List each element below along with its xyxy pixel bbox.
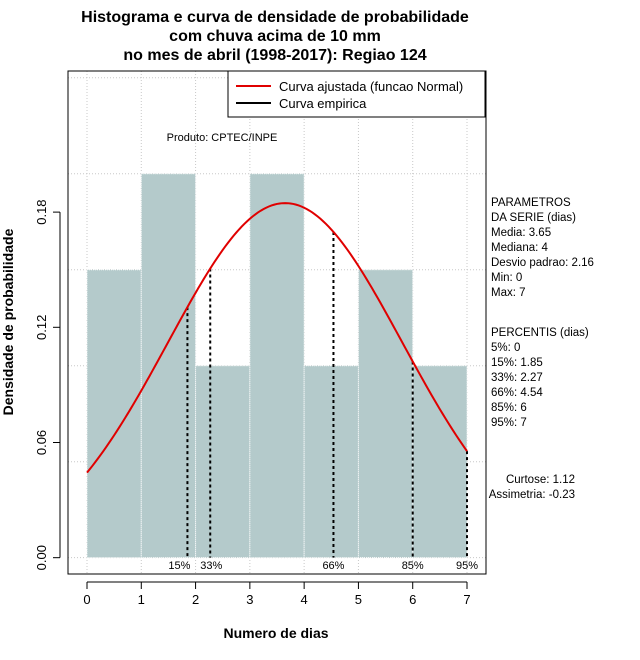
stat-line: DA SERIE (dias) [491,212,576,224]
chart-title-line-3: no mes de abril (1998-2017): Regiao 124 [123,47,426,64]
stat-line: PERCENTIS (dias) [491,327,589,339]
normal-fit-curve [86,202,468,474]
stat-line: Max: 7 [491,287,526,299]
x-tick-label: 7 [463,592,470,607]
axes-layer: 0 1 2 3 4 5 6 7 0.00 0.06 0.12 0.18 [34,199,471,607]
x-tick-label: 4 [301,592,308,607]
normal-curve-layer [86,202,468,474]
y-tick-label: 0.06 [34,430,49,455]
x-tick-label: 3 [246,592,253,607]
percentile-lines-layer: 15% 33% 66% 85% 95% [168,231,478,572]
stat-line: Assimetria: -0.23 [489,489,575,501]
series-parameters: PARAMETROS DA SERIE (dias) Media: 3.65 Me… [491,197,594,299]
histogram-bar-outline [412,365,468,559]
histogram-bar [304,365,359,558]
legend-box [227,70,486,118]
stat-line: Media: 3.65 [491,227,551,239]
stat-line: 85%: 6 [491,402,527,414]
x-tick-label: 1 [138,592,145,607]
percentile-label: 15% [168,560,190,572]
stat-line: 5%: 0 [491,342,520,354]
y-tick-label: 0.12 [34,315,49,340]
stat-line: Min: 0 [491,272,522,284]
credit-text: Produto: CPTEC/INPE [167,132,278,144]
stat-line: Curtose: 1.12 [506,474,575,486]
chart-title-line-1: Histograma e curva de densidade de proba… [81,9,469,26]
chart-title-line-2: com chuva acima de 10 mm [169,28,381,45]
x-tick-label: 2 [192,592,199,607]
histogram-bar [195,365,250,558]
stat-line: 66%: 4.54 [491,387,543,399]
y-axis-label: Densidade de probabilidade [0,228,16,415]
percentile-label: 95% [456,560,478,572]
percentile-label: 85% [402,560,424,572]
y-tick-label: 0.00 [34,545,49,570]
percentile-label: 66% [322,560,344,572]
x-axis-label: Numero de dias [223,625,328,641]
percentile-label: 33% [200,560,222,572]
histogram-bar [87,269,142,558]
legend-label-empirical: Curva empirica [279,96,367,111]
stat-line: 15%: 1.85 [491,357,543,369]
histogram-bar [358,269,413,558]
y-tick-label: 0.18 [34,199,49,224]
stat-line: 33%: 2.27 [491,372,543,384]
legend: Curva ajustada (funcao Normal) Curva emp… [227,70,486,118]
stat-line: PARAMETROS [491,197,571,209]
histogram-bar [412,365,467,558]
stat-line: Desvio padrao: 2.16 [491,257,594,269]
x-tick-label: 0 [83,592,90,607]
x-tick-label: 5 [355,592,362,607]
stat-line: Mediana: 4 [491,242,549,254]
stat-line: 95%: 7 [491,417,527,429]
bars-layer [86,173,468,559]
percentiles-block: PERCENTIS (dias) 5%: 0 15%: 1.85 33%: 2.… [491,327,589,429]
shape-stats: Curtose: 1.12 Assimetria: -0.23 [489,474,575,501]
x-tick-label: 6 [409,592,416,607]
histogram-bar [249,173,305,558]
legend-label-fitted: Curva ajustada (funcao Normal) [279,79,463,94]
